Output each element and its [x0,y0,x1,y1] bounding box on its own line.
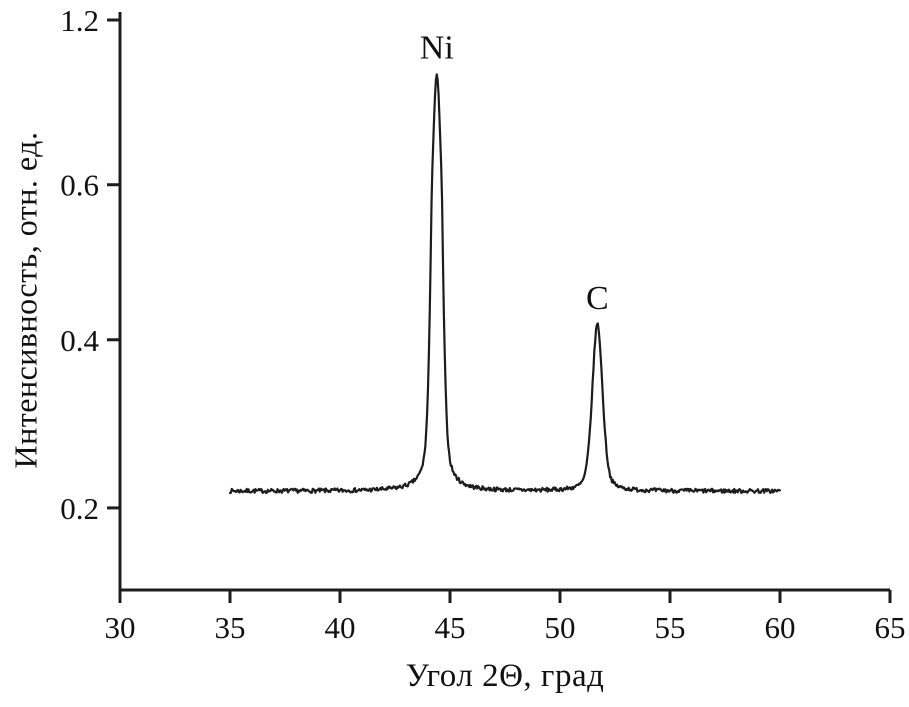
x-tick-label: 55 [655,610,686,645]
x-tick-label: 65 [875,610,906,645]
x-tick-label: 35 [215,610,246,645]
x-axis-title: Угол 2Θ, град [405,658,605,694]
x-tick-label: 60 [765,610,796,645]
x-tick-label: 45 [435,610,466,645]
peak-label-ni: Ni [420,29,454,66]
y-axis-title: Интенсивность, отн. ед. [7,131,44,469]
x-tick-label: 50 [545,610,576,645]
y-tick-label: 0.2 [60,491,99,526]
y-tick-label: 1.2 [60,3,99,38]
x-tick-label: 40 [325,610,356,645]
y-tick-label: 0.6 [60,168,99,203]
xrd-curve [228,73,782,495]
peak-label-c: C [586,280,609,317]
x-tick-label: 30 [105,610,136,645]
y-tick-label: 0.4 [60,323,99,358]
